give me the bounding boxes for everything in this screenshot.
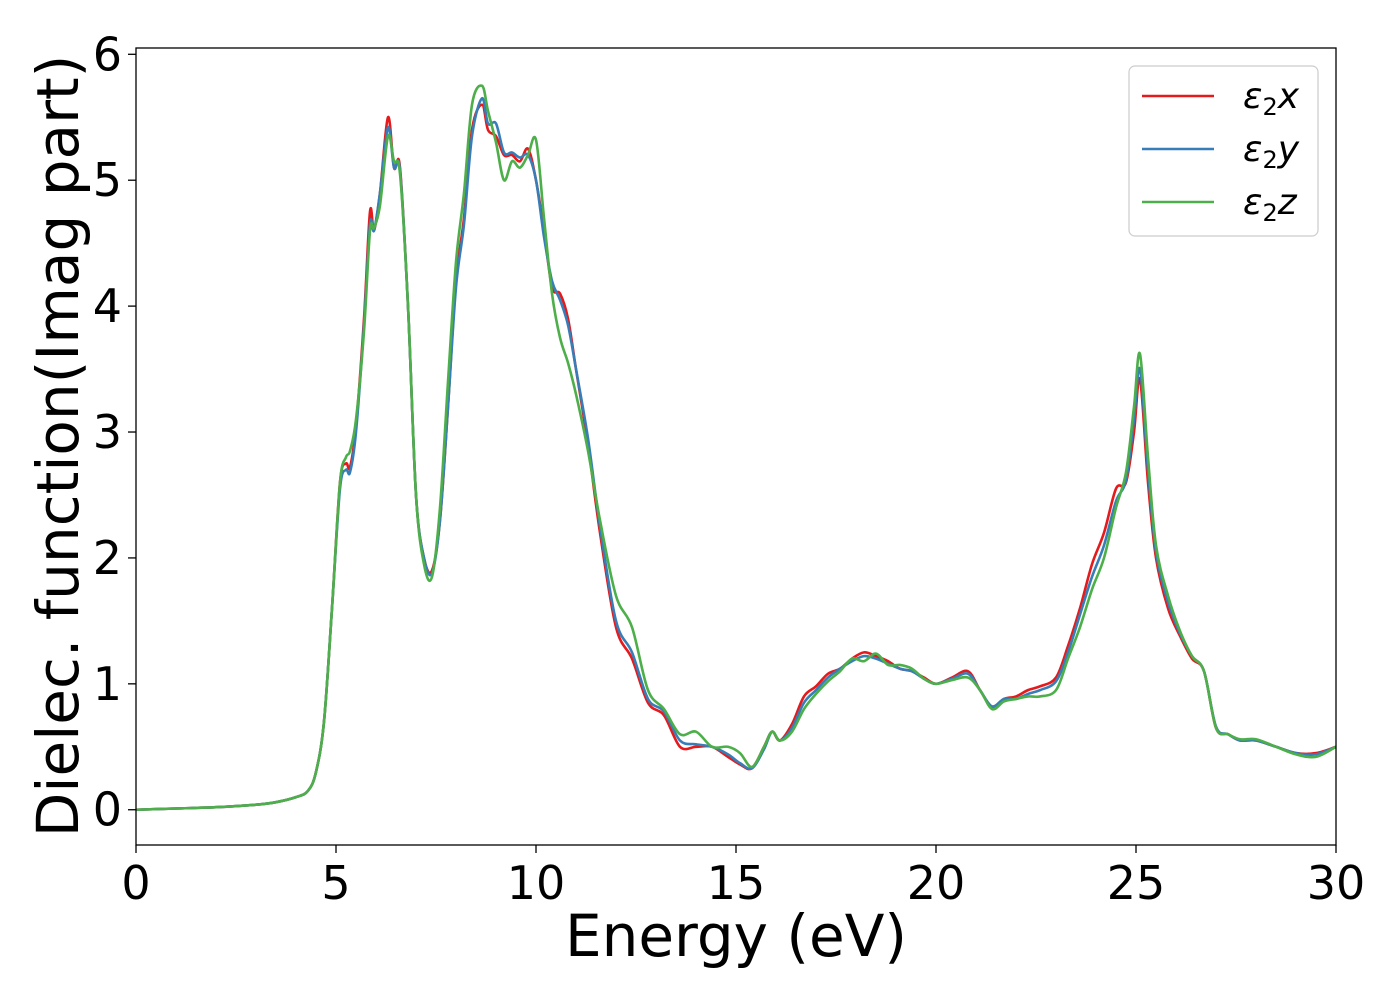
x-axis-title: Energy (eV) bbox=[565, 902, 907, 970]
x-tick-label: 30 bbox=[1307, 856, 1366, 910]
x-tick-label: 10 bbox=[507, 856, 566, 910]
y-tick-label: 3 bbox=[93, 405, 122, 459]
x-tick-label: 5 bbox=[321, 856, 350, 910]
x-tick-label: 25 bbox=[1107, 856, 1166, 910]
x-axis-ticks: 0 5 10 15 20 25 30 bbox=[121, 845, 1365, 910]
legend-box bbox=[1128, 65, 1319, 237]
x-tick-label: 20 bbox=[907, 856, 966, 910]
y-tick-label: 5 bbox=[93, 153, 122, 207]
legend-label: ε2x bbox=[1243, 76, 1300, 121]
legend-label: ε2z bbox=[1243, 182, 1298, 227]
y-tick-label: 4 bbox=[93, 279, 122, 333]
y-tick-label: 0 bbox=[93, 783, 122, 837]
y-axis-ticks: 0 1 2 3 4 5 6 bbox=[93, 27, 136, 837]
legend-label: ε2y bbox=[1243, 129, 1300, 174]
series-layer bbox=[135, 84, 1337, 812]
y-tick-label: 1 bbox=[93, 657, 122, 711]
series-line-3 bbox=[135, 84, 1337, 812]
x-tick-label: 0 bbox=[121, 856, 150, 910]
y-tick-label: 6 bbox=[93, 27, 122, 81]
x-tick-label: 15 bbox=[707, 856, 766, 910]
y-axis-title: Dielec. function(Imag part) bbox=[24, 55, 92, 838]
y-tick-label: 2 bbox=[93, 531, 122, 585]
legend: ε2x ε2y ε2z bbox=[1128, 65, 1319, 237]
